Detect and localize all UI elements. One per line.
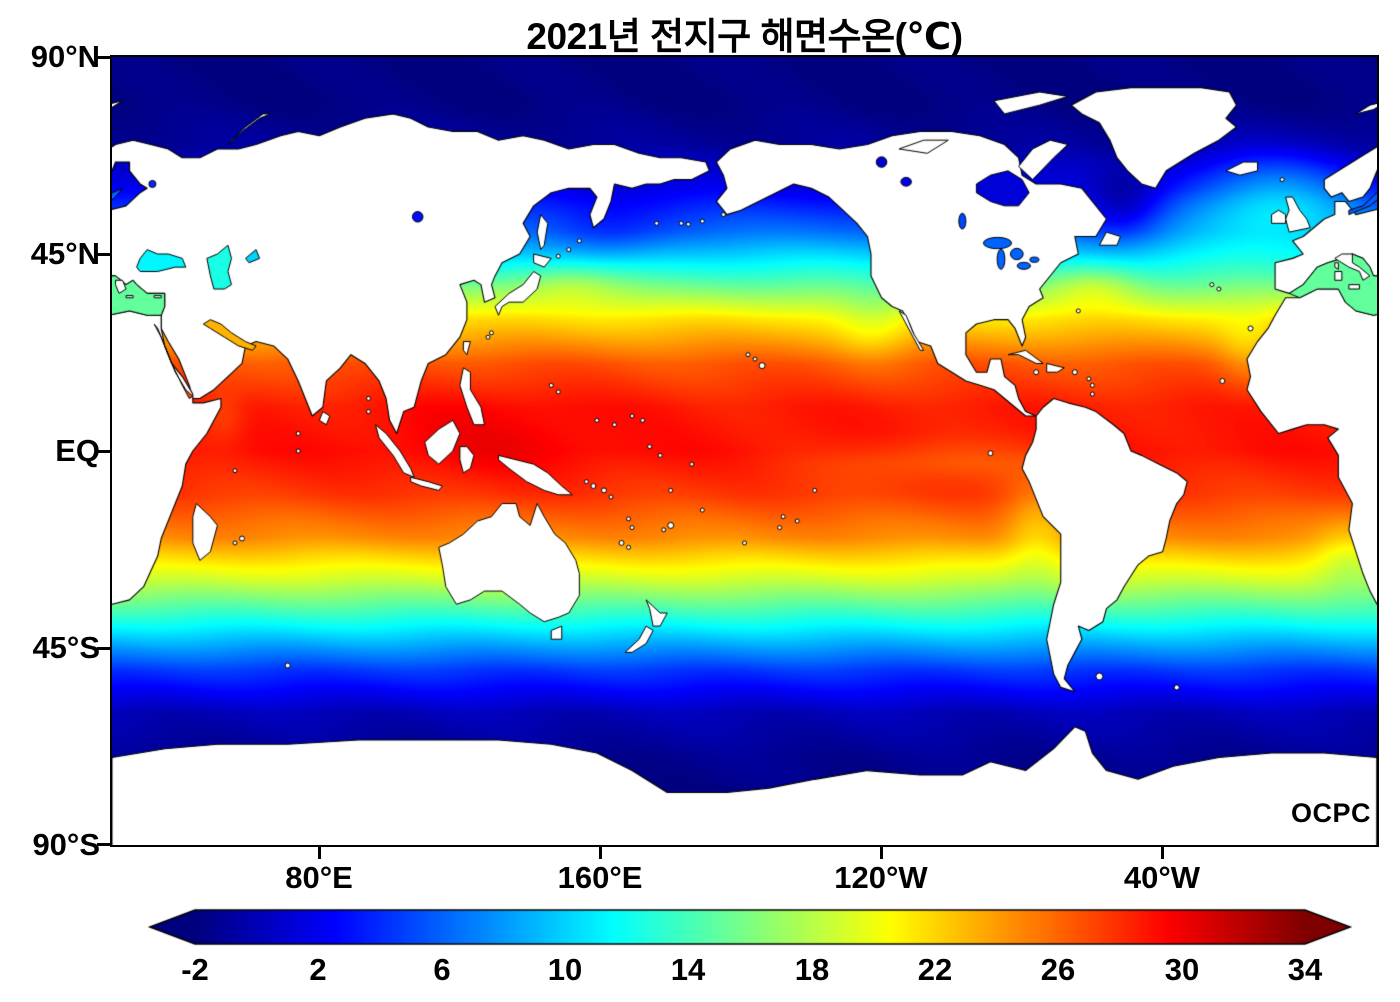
y-tick-label-90n: 90°N [30,39,100,74]
colorbar-tick-label: 30 [1164,952,1200,987]
x-tick-mark [880,847,883,859]
figure-title: 2021년 전지구 해면수온(℃) [526,16,963,57]
colorbar-tick-label: 18 [794,952,830,987]
y-tick-mark [97,647,110,650]
y-tick-label-45n: 45°N [30,236,100,271]
y-tick-mark [97,253,110,256]
colorbar-tick-label: 2 [309,952,327,987]
y-tick-label-90s: 90°S [32,827,100,862]
y-tick-mark [97,843,110,846]
colorbar-tick-label: -2 [181,952,209,987]
ocpc-logo: OCPC [1287,798,1374,829]
colorbar-tick-label: 14 [670,952,706,987]
colorbar-tick-label: 34 [1287,952,1323,987]
colorbar-tick-label: 6 [433,952,451,987]
colorbar [140,908,1360,948]
colorbar-tick-label: 22 [917,952,953,987]
x-tick-label-40w: 40°W [1123,860,1201,895]
colorbar-tick-label: 26 [1040,952,1076,987]
x-tick-label-120w: 120°W [834,860,928,895]
x-tick-mark [318,847,321,859]
y-tick-mark [97,56,110,59]
x-tick-label-160e: 160°E [557,860,643,895]
y-tick-label-45s: 45°S [32,630,100,665]
x-tick-mark [1161,847,1164,859]
sst-map-canvas [110,55,1379,847]
y-tick-label-eq: EQ [55,433,100,468]
x-tick-mark [599,847,602,859]
y-tick-mark [97,450,110,453]
x-tick-label-80e: 80°E [285,860,353,895]
colorbar-tick-label: 10 [547,952,583,987]
